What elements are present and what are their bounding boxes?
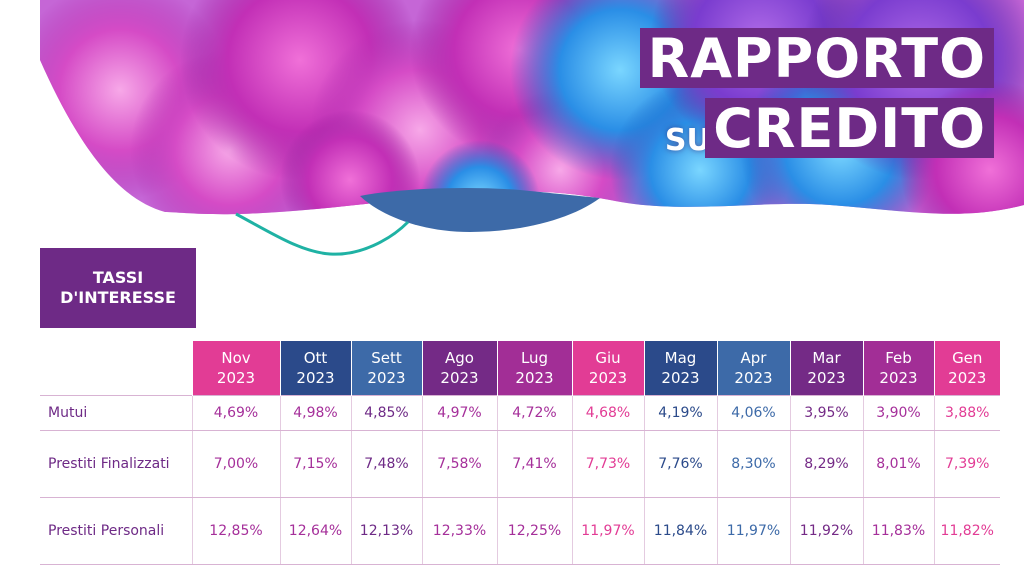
rate-cell: 7,41% [496,430,572,498]
month-header: Mag 2023 [643,341,717,396]
rate-cell: 7,15% [279,430,351,498]
month-header: Giu 2023 [571,341,644,396]
rate-cell: 7,48% [350,430,422,498]
month-header: Feb 2023 [862,341,934,396]
rate-cell: 4,72% [496,395,572,431]
rate-cell: 11,83% [862,497,934,565]
rate-cell: 11,97% [571,497,644,565]
rate-cell: 12,85% [191,497,280,565]
month-header: Sett 2023 [350,341,422,396]
rate-cell: 4,19% [643,395,717,431]
rate-cell: 12,33% [421,497,497,565]
section-tag-tassi: TASSI D'INTERESSE [40,248,196,328]
table-row-mutui: Mutui 4,69% 4,98% 4,85% 4,97% 4,72% 4,68… [40,395,1000,431]
title-credito: CREDITO [705,98,994,158]
month-header: Ago 2023 [421,341,497,396]
row-label: Prestiti Finalizzati [40,430,192,498]
interest-rates-table: Nov 2023 Ott 2023 Sett 2023 Ago 2023 Lug 2023… [40,341,1000,565]
row-label: Mutui [40,395,192,431]
section-tag-line2: D'INTERESSE [60,288,176,307]
rate-cell: 7,00% [191,430,280,498]
rate-cell: 11,84% [643,497,717,565]
rate-cell: 12,25% [496,497,572,565]
rate-cell: 12,13% [350,497,422,565]
rate-cell: 3,95% [789,395,863,431]
rate-cell: 3,88% [933,395,1000,431]
rate-cell: 3,90% [862,395,934,431]
rate-cell: 12,64% [279,497,351,565]
row-label: Prestiti Personali [40,497,192,565]
report-title: RAPPORTO SUL CREDITO [639,28,994,158]
header-banner: RAPPORTO SUL CREDITO [0,0,1024,260]
rate-cell: 7,73% [571,430,644,498]
month-header: Lug 2023 [496,341,572,396]
rate-cell: 7,76% [643,430,717,498]
rate-cell: 4,85% [350,395,422,431]
rate-cell: 8,29% [789,430,863,498]
table-corner [40,341,192,396]
rate-cell: 11,97% [716,497,790,565]
rate-cell: 7,39% [933,430,1000,498]
rate-cell: 11,82% [933,497,1000,565]
rate-cell: 11,92% [789,497,863,565]
month-header: Nov 2023 [191,341,280,396]
month-header: Apr 2023 [716,341,790,396]
rate-cell: 4,98% [279,395,351,431]
rate-cell: 4,97% [421,395,497,431]
table-row-prestiti-personali: Prestiti Personali 12,85% 12,64% 12,13% … [40,497,1000,565]
rate-cell: 8,30% [716,430,790,498]
table-row-prestiti-finalizzati: Prestiti Finalizzati 7,00% 7,15% 7,48% 7… [40,430,1000,498]
rate-cell: 7,58% [421,430,497,498]
rate-cell: 4,68% [571,395,644,431]
title-rapporto: RAPPORTO [639,28,994,88]
rate-cell: 4,06% [716,395,790,431]
rate-cell: 4,69% [191,395,280,431]
month-header: Ott 2023 [279,341,351,396]
table-header-row: Nov 2023 Ott 2023 Sett 2023 Ago 2023 Lug 2023… [40,341,1000,396]
month-header: Mar 2023 [789,341,863,396]
section-tag-line1: TASSI [92,268,144,287]
rate-cell: 8,01% [862,430,934,498]
month-header: Gen 2023 [933,341,1000,396]
